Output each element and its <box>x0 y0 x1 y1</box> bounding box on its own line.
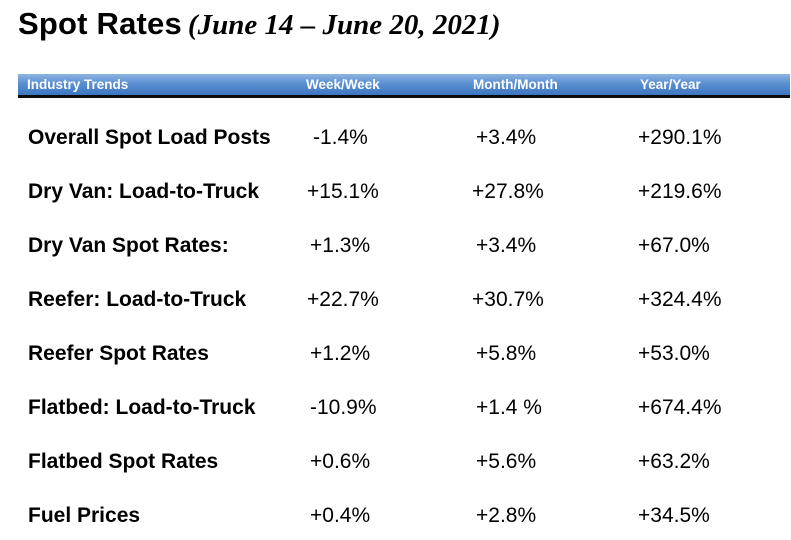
year-value: +34.5% <box>638 504 710 527</box>
title-main: Spot Rates <box>18 6 182 41</box>
table-row: Fuel Prices +0.4% +2.8% +34.5% <box>0 504 791 534</box>
header-month-month: Month/Month <box>473 77 558 92</box>
row-label: Reefer: Load-to-Truck <box>28 288 247 311</box>
week-value: +0.4% <box>310 504 371 527</box>
row-label: Dry Van Spot Rates: <box>28 234 229 257</box>
week-value: +1.2% <box>310 342 371 365</box>
month-value: +2.8% <box>476 504 537 527</box>
year-value: +53.0% <box>638 342 710 365</box>
header-year-year: Year/Year <box>640 77 701 92</box>
month-value: +30.7% <box>472 288 544 311</box>
table-row: Dry Van Spot Rates: +1.3% +3.4% +67.0% <box>0 234 791 264</box>
row-label: Overall Spot Load Posts <box>28 126 271 149</box>
title-date-range: (June 14 – June 20, 2021) <box>187 9 501 41</box>
week-value: +22.7% <box>307 288 379 311</box>
table-row: Flatbed: Load-to-Truck -10.9% +1.4 % +67… <box>0 396 791 426</box>
week-value: -1.4% <box>313 126 368 149</box>
month-value: +5.8% <box>476 342 537 365</box>
month-value: +3.4% <box>476 234 537 257</box>
row-label: Flatbed Spot Rates <box>28 450 219 473</box>
row-label: Reefer Spot Rates <box>28 342 209 365</box>
week-value: +15.1% <box>307 180 379 203</box>
month-value: +27.8% <box>472 180 544 203</box>
year-value: +67.0% <box>638 234 710 257</box>
row-label: Flatbed: Load-to-Truck <box>28 396 256 419</box>
header-industry-trends: Industry Trends <box>27 77 129 92</box>
table-row: Flatbed Spot Rates +0.6% +5.6% +63.2% <box>0 450 791 480</box>
year-value: +63.2% <box>638 450 710 473</box>
row-label: Fuel Prices <box>28 504 141 527</box>
month-value: +1.4 % <box>476 396 542 419</box>
year-value: +290.1% <box>638 126 722 149</box>
header-week-week: Week/Week <box>306 77 380 92</box>
table-row: Reefer Spot Rates +1.2% +5.8% +53.0% <box>0 342 791 372</box>
month-value: +3.4% <box>476 126 537 149</box>
year-value: +674.4% <box>638 396 722 419</box>
month-value: +5.6% <box>476 450 537 473</box>
table-header: Industry Trends Week/Week Month/Month Ye… <box>18 74 790 98</box>
table-row: Reefer: Load-to-Truck +22.7% +30.7% +324… <box>0 288 791 318</box>
page-title: Spot Rates (June 14 – June 20, 2021) <box>18 6 501 42</box>
year-value: +324.4% <box>638 288 722 311</box>
week-value: -10.9% <box>310 396 377 419</box>
week-value: +0.6% <box>310 450 371 473</box>
year-value: +219.6% <box>638 180 722 203</box>
table-row: Dry Van: Load-to-Truck +15.1% +27.8% +21… <box>0 180 791 210</box>
week-value: +1.3% <box>310 234 371 257</box>
table-row: Overall Spot Load Posts -1.4% +3.4% +290… <box>0 126 791 156</box>
row-label: Dry Van: Load-to-Truck <box>28 180 260 203</box>
